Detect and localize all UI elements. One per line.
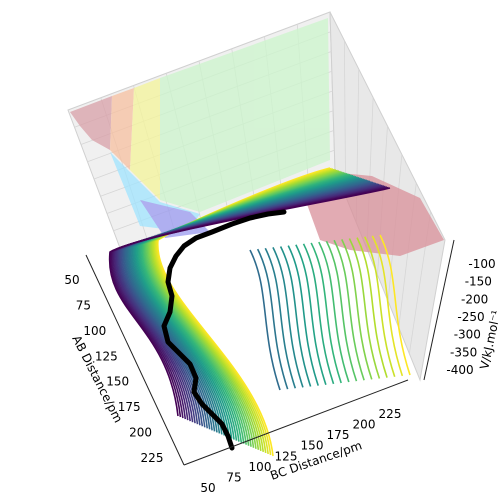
contour-line [341, 239, 373, 380]
z-axis-line [423, 239, 455, 381]
contour-line [379, 234, 411, 376]
contour-lines [108, 167, 411, 457]
x-axis-line [85, 254, 185, 466]
contour-line [333, 239, 365, 381]
contour-line [272, 246, 304, 388]
contour-line [310, 242, 342, 384]
projection-fill-red [70, 96, 112, 150]
contour-line [348, 238, 381, 379]
contour-line [318, 241, 350, 383]
contour-line [249, 249, 281, 391]
z-tick-labels: -100 -150 -200 -250 -300 -350 -400 [446, 257, 495, 377]
tick-label: 225 [379, 407, 402, 421]
tick-label: 100 [249, 460, 272, 474]
contour-line [287, 245, 319, 386]
contour-line [264, 247, 297, 389]
tick-label: 75 [76, 298, 91, 312]
contour-line [356, 237, 388, 378]
tick-label: 150 [301, 439, 324, 453]
contour-line [325, 240, 358, 382]
tick-label: 175 [327, 428, 350, 442]
tick-label: 75 [226, 470, 241, 484]
tick-label: -100 [468, 257, 495, 271]
contour-line [256, 248, 289, 390]
contour-line [363, 236, 396, 378]
tick-label: -350 [450, 345, 477, 359]
tick-label: 100 [83, 324, 106, 338]
tick-label: -250 [457, 310, 484, 324]
contour-line [295, 244, 327, 385]
grid-line [343, 40, 347, 197]
tick-label: -150 [465, 275, 492, 289]
tick-label: 50 [200, 481, 215, 495]
x-tick-labels: 50 75 100 125 150 175 200 225 [64, 273, 163, 465]
contour-line [371, 235, 404, 377]
trajectory-path [161, 209, 287, 451]
tick-label: -400 [446, 363, 473, 377]
contour-line [302, 243, 335, 385]
axes [85, 239, 455, 466]
tick-label: 175 [118, 400, 141, 414]
tick-label: 125 [275, 449, 298, 463]
tick-label: 225 [141, 451, 164, 465]
tick-label: 200 [129, 426, 152, 440]
contour-line [279, 246, 312, 387]
projection-fill-yellow [130, 78, 160, 200]
tick-label: 200 [353, 418, 376, 432]
projection-fill-orange [110, 88, 134, 170]
tick-label: 150 [106, 375, 129, 389]
tick-label: 125 [95, 349, 118, 363]
tick-label: -300 [454, 328, 481, 342]
tick-label: 50 [64, 273, 79, 287]
y-axis-line [183, 379, 409, 466]
contour-line [108, 187, 391, 417]
projection-fill-green [160, 18, 330, 212]
tick-label: -200 [461, 292, 488, 306]
